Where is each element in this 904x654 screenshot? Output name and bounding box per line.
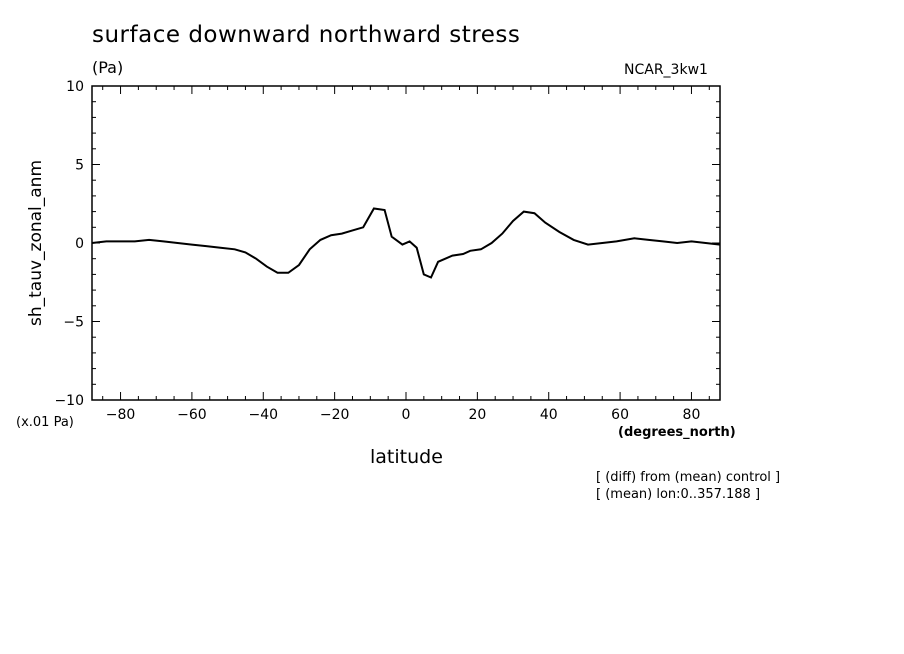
x-tick-label: −20 [320,407,350,423]
x-units-label: (degrees_north) [618,425,736,440]
y-tick-label: −10 [54,393,84,409]
y-tick-label: 10 [66,79,84,95]
tick-labels: −80 −60 −40 −20 0 20 40 60 80 −10 −5 0 5 10 [54,79,700,423]
y-scale-label: (x.01 Pa) [16,415,74,430]
y-tick-label: −5 [63,315,84,331]
x-tick-label: −80 [106,407,136,423]
x-tick-label: 40 [540,407,558,423]
series-line [91,207,721,279]
y-axis-label: sh_tauv_zonal_anm [26,159,46,327]
note-mean: [ (mean) lon:0..357.188 ] [596,487,761,502]
x-tick-label: 0 [402,407,411,423]
note-diff: [ (diff) from (mean) control ] [596,470,781,485]
title-units: (Pa) [92,58,124,77]
x-tick-label: 20 [468,407,486,423]
y-tick-label: 0 [75,236,84,252]
x-tick-label: −60 [177,407,207,423]
x-tick-label: −40 [248,407,278,423]
dataset-label: NCAR_3kw1 [624,62,708,78]
x-tick-label: 60 [611,407,629,423]
x-axis-label: latitude [370,446,443,468]
y-tick-label: 5 [75,158,84,174]
chart-title: surface downward northward stress [92,22,521,48]
x-tick-label: 80 [683,407,701,423]
